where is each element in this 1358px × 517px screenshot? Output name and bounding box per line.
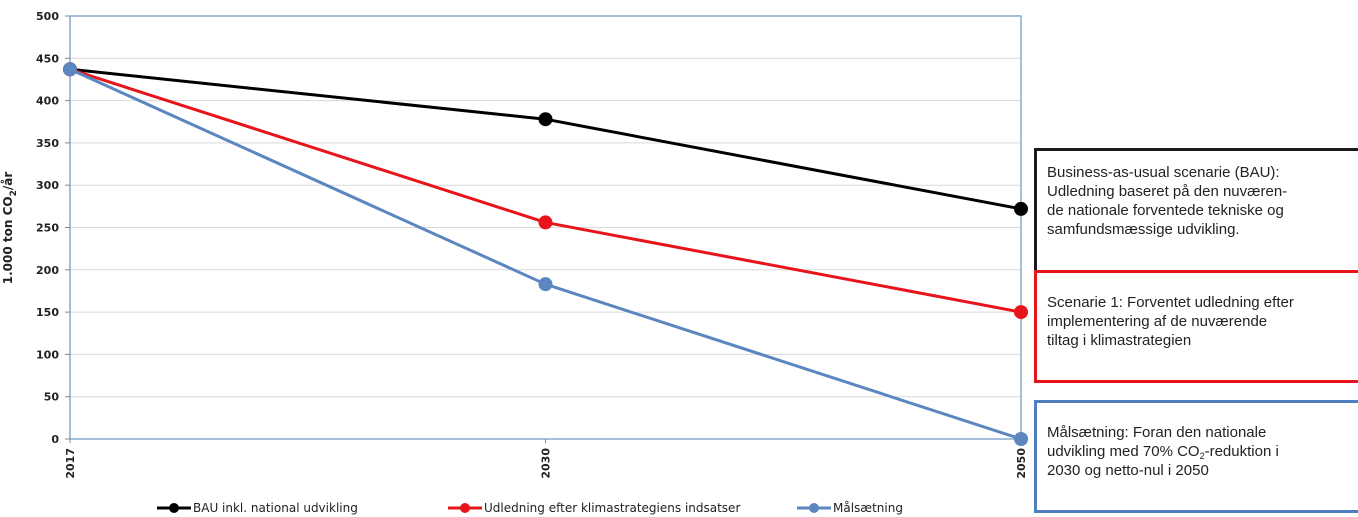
data-point	[1014, 305, 1028, 320]
legend-marker	[460, 503, 470, 513]
y-tick-label: 350	[36, 137, 59, 150]
legend-marker	[169, 503, 179, 513]
goal-note-sub: 2	[1199, 451, 1205, 461]
goal-note-text: Målsætning: Foran den nationale udviklin…	[1047, 423, 1350, 480]
y-tick-label: 500	[36, 10, 59, 23]
y-axis: 0 50 100 150 200 250 300 350 400 450 500	[36, 10, 70, 446]
bau-note-text: Business-as-usual scenarie (BAU): Udledn…	[1047, 164, 1288, 238]
y-axis-title: 1.000 ton CO2/år	[1, 172, 19, 285]
series-line	[69, 67, 1022, 314]
data-point	[63, 62, 77, 77]
legend-label: Målsætning	[833, 501, 903, 515]
goal-note-part2: -reduktion i 2030 og netto-nul i 2050	[1047, 443, 1279, 479]
data-point	[538, 215, 553, 230]
legend-label: BAU inkl. national udvikling	[193, 501, 358, 515]
legend-label: Udledning efter klimastrategiens indsats…	[484, 501, 740, 515]
y-tick-label: 400	[36, 95, 59, 108]
x-tick-label: 2017	[64, 448, 77, 479]
y-tick-label: 0	[51, 433, 59, 446]
scenario1-note-text: Scenarie 1: Forventet udledning efter im…	[1047, 294, 1294, 349]
series-line	[69, 67, 1022, 211]
data-point	[1014, 201, 1028, 216]
y-tick-label: 300	[36, 179, 59, 192]
scenario1-note: Scenarie 1: Forventet udledning efter im…	[1034, 270, 1358, 383]
data-point	[538, 277, 553, 292]
goal-note-part1: Målsætning: Foran den nationale udviklin…	[1047, 424, 1267, 460]
legend: BAU inkl. national udvikling Udledning ef…	[157, 501, 903, 515]
legend-marker	[809, 503, 819, 513]
y-tick-label: 250	[36, 222, 59, 235]
x-tick-label: 2050	[1015, 448, 1028, 479]
bau-note: Business-as-usual scenarie (BAU): Udledn…	[1034, 148, 1358, 282]
data-point	[1014, 432, 1028, 446]
y-tick-label: 150	[36, 306, 59, 319]
goal-note: Målsætning: Foran den nationale udviklin…	[1034, 400, 1358, 513]
x-axis: 2017 2030 2050	[64, 439, 1028, 479]
y-tick-label: 100	[36, 348, 59, 361]
series	[63, 62, 1028, 446]
data-point	[538, 112, 553, 127]
x-tick-label: 2030	[540, 448, 553, 479]
y-tick-label: 50	[44, 391, 60, 404]
y-tick-label: 450	[36, 52, 59, 65]
y-tick-label: 200	[36, 264, 59, 277]
